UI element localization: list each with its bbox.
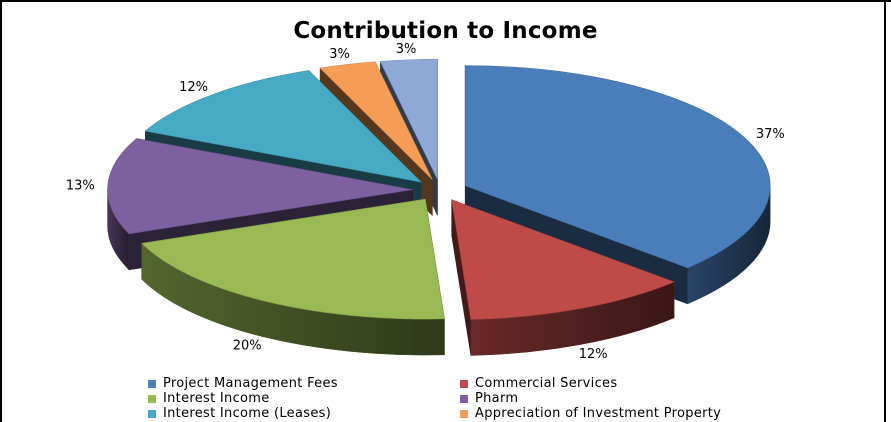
data-label-project-management-fees: 37%: [756, 127, 785, 142]
data-label-interest-income: 20%: [233, 339, 262, 354]
frame-left-border: [0, 0, 2, 422]
frame-top-border: [0, 0, 891, 2]
data-label-pharm: 13%: [66, 179, 95, 194]
frame-right-border: [884, 0, 886, 422]
data-label-appreciation-of-investment-property: 3%: [329, 47, 350, 62]
pie-slice-interest-income: [141, 198, 445, 356]
pie-slice-commercial-services: [451, 199, 675, 356]
data-label-slice-6: 3%: [396, 42, 417, 57]
chart-title: Contribution to Income: [293, 18, 598, 44]
data-label-commercial-services: 12%: [579, 347, 608, 362]
data-label-interest-income-leases: 12%: [179, 80, 208, 95]
